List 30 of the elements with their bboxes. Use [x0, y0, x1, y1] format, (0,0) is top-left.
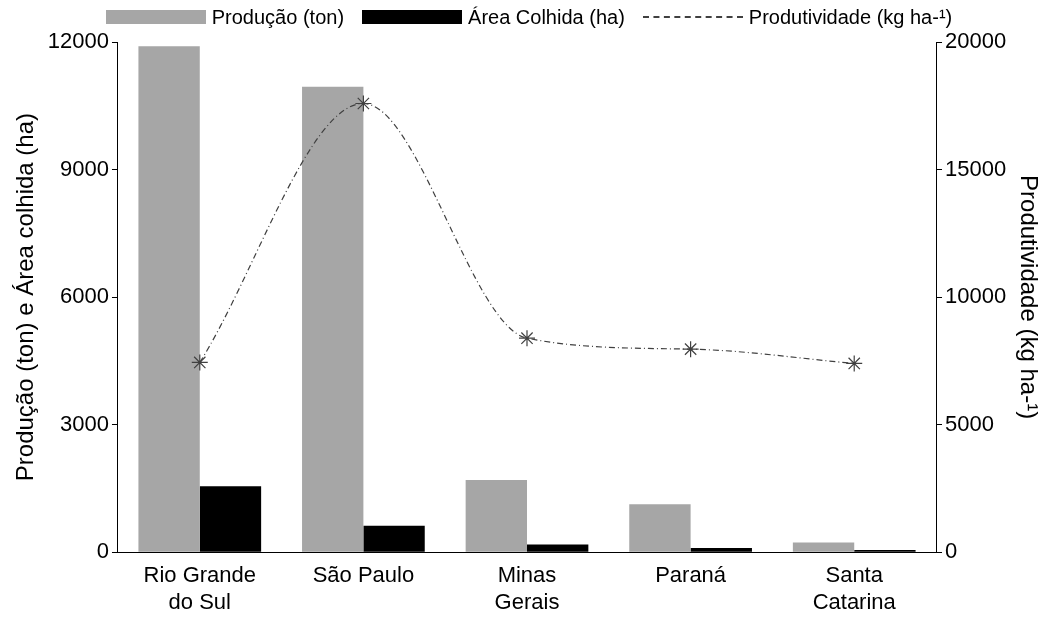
- bar: [792, 542, 855, 552]
- y-tick-label: 9000: [60, 155, 109, 181]
- y2-tick-label: 15000: [945, 155, 1007, 181]
- legend-label: Área Colhida (ha): [468, 5, 625, 29]
- x-tick-label: Rio Grande do Sul: [143, 562, 257, 614]
- point: [845, 354, 863, 373]
- legend-label: Produtividade (kg ha-¹): [748, 5, 953, 29]
- point: [354, 94, 372, 113]
- y2-tick-label: 20000: [945, 28, 1007, 54]
- bar: [629, 504, 691, 552]
- x-tick-label: Santa Catarina: [812, 562, 897, 614]
- point: [518, 329, 536, 347]
- bar: [302, 86, 364, 552]
- y-tick-label: 12000: [47, 28, 109, 54]
- x-tick-label: Paraná: [655, 562, 727, 588]
- y-tick-label: 6000: [60, 283, 109, 309]
- y-axis-title: Produção (ton) e Área colhida (ha): [11, 113, 39, 482]
- point: [682, 340, 700, 358]
- x-tick-label: São Paulo: [312, 562, 415, 588]
- bar: [138, 46, 200, 552]
- y-tick-label: 3000: [60, 410, 109, 436]
- bar: [465, 479, 527, 552]
- point: [191, 353, 209, 372]
- y2-tick-label: 10000: [945, 283, 1007, 309]
- legend-label: Produção (ton): [211, 5, 345, 29]
- y2-axis-title: Produtividade (kg ha-¹): [1015, 175, 1043, 420]
- y2-tick-label: 0: [945, 538, 958, 564]
- y2-tick-label: 5000: [945, 410, 994, 436]
- y-tick-label: 0: [96, 538, 109, 564]
- x-tick-label: Minas Gerais: [494, 562, 560, 614]
